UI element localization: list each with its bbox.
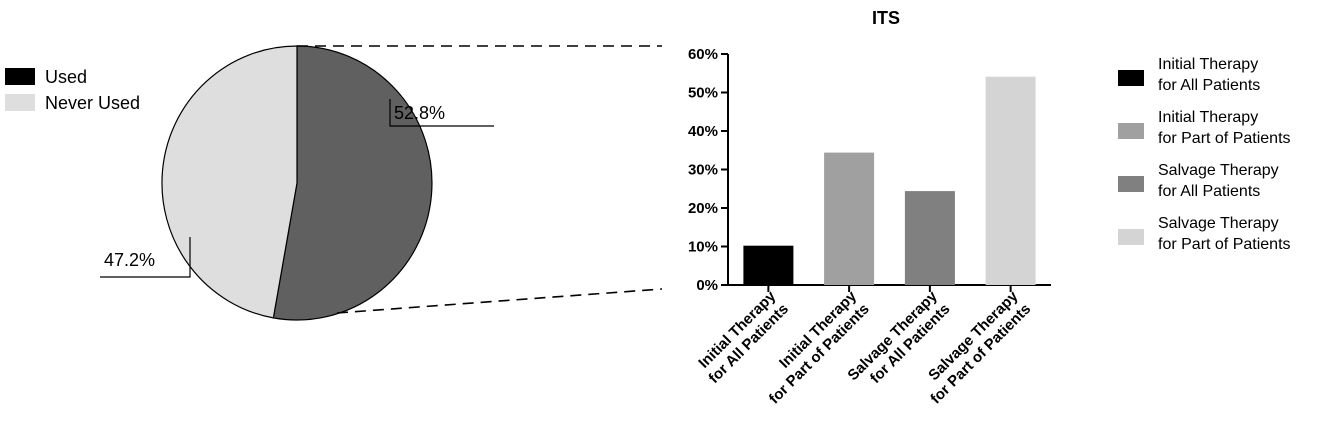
bar-legend-label-line2: for Part of Patients — [1158, 130, 1291, 147]
bar-legend-label-line1: Salvage Therapy — [1158, 215, 1279, 232]
y-tick-label: 20% — [688, 200, 718, 217]
callout-line-never-used — [100, 237, 191, 278]
callout-line-used — [389, 99, 494, 127]
y-tick-label: 10% — [688, 239, 718, 256]
pie-slice-used — [272, 45, 433, 321]
bar-legend-label-line2: for All Patients — [1158, 183, 1260, 200]
connector-bottom — [336, 288, 663, 314]
pie-legend-label-used: Used — [45, 67, 87, 87]
y-tick-label: 50% — [688, 85, 718, 102]
pie-legend: Used Never Used — [5, 67, 140, 113]
bar-1 — [743, 245, 794, 285]
bar-legend-label-line2: for All Patients — [1158, 77, 1260, 94]
slice-label-used: 52.8% — [394, 103, 445, 123]
y-tick-label: 30% — [688, 162, 718, 179]
bar-2 — [824, 152, 875, 285]
pie-legend-swatch-never-used — [5, 94, 35, 111]
y-tick-label: 60% — [688, 46, 718, 63]
bar-legend-swatch — [1118, 176, 1144, 192]
y-tick-label: 40% — [688, 123, 718, 140]
bar-legend-swatch — [1118, 229, 1144, 245]
bar-legend-swatch — [1118, 70, 1144, 86]
y-tick-label: 0% — [696, 277, 718, 294]
bar-3 — [904, 191, 955, 285]
pie-legend-label-never-used: Never Used — [45, 93, 140, 113]
bar-4 — [985, 76, 1036, 285]
bar-legend-label-line2: for Part of Patients — [1158, 236, 1291, 253]
slice-label-never-used: 47.2% — [104, 250, 155, 270]
bar-chart-title: ITS — [872, 8, 900, 28]
bar-legend-label-line1: Salvage Therapy — [1158, 162, 1279, 179]
bar-legend-swatch — [1118, 123, 1144, 139]
pie-callouts: 52.8% 47.2% — [100, 99, 494, 278]
bar-legend-label-line1: Initial Therapy — [1158, 109, 1258, 126]
pie-chart — [161, 45, 433, 321]
pie-legend-swatch-used — [5, 68, 35, 85]
pie-slice-never-used — [161, 45, 298, 319]
bar-legend-label-line1: Initial Therapy — [1158, 56, 1258, 73]
pie-to-bar-connectors — [297, 45, 663, 314]
bar-legend: Initial Therapy for All Patients Initial T… — [1118, 56, 1291, 253]
